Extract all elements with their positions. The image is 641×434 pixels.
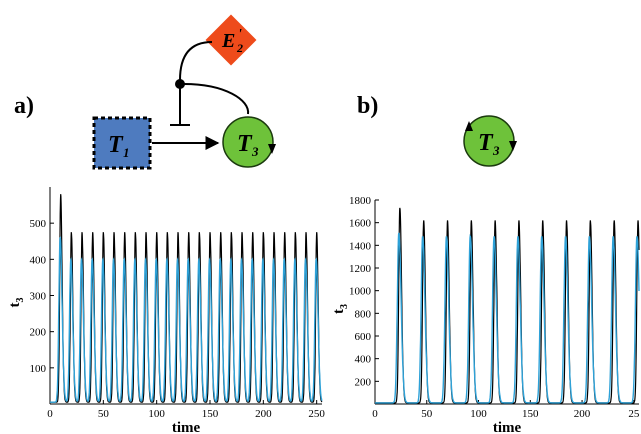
t3-node-a: T 3 bbox=[222, 116, 276, 168]
y-tick-label: 400 bbox=[30, 254, 47, 266]
panel-a-diagram: a) E 2 ' T 1 T 3 bbox=[14, 14, 276, 170]
t3-b-cycle-arrow-right-icon bbox=[509, 141, 517, 151]
series-blue-line bbox=[50, 236, 323, 403]
t1-node: T 1 bbox=[92, 116, 152, 170]
x-tick-label: 0 bbox=[47, 408, 53, 420]
y-tick-label: 1400 bbox=[349, 240, 372, 252]
x-tick-label: 200 bbox=[255, 408, 272, 420]
y-tick-label: 1600 bbox=[349, 218, 372, 230]
y-tick-label: 200 bbox=[355, 376, 372, 388]
x-axis-title: time bbox=[172, 420, 201, 434]
x-tick-label: 150 bbox=[522, 408, 539, 420]
series-blue-line bbox=[375, 232, 640, 404]
e2-to-junction-edge bbox=[179, 41, 213, 81]
e2-node-sup: ' bbox=[238, 27, 242, 42]
y-tick-label: 1000 bbox=[349, 286, 372, 298]
y-tick-label: 1800 bbox=[349, 195, 372, 207]
panel-a-label: a) bbox=[14, 93, 34, 119]
x-tick-label: 150 bbox=[202, 408, 219, 420]
t3-b-cycle-arrow-left-icon bbox=[465, 121, 473, 131]
x-tick-label: 50 bbox=[421, 408, 433, 420]
t3-cycle-arrow-icon bbox=[268, 144, 276, 154]
t3-node-a-main: T bbox=[237, 131, 253, 157]
x-tick-label: 200 bbox=[574, 408, 591, 420]
y-axis-title: t3 bbox=[331, 304, 350, 314]
y-tick-label: 200 bbox=[30, 327, 47, 339]
t1-node-main: T bbox=[108, 132, 124, 158]
t1-chip-shape bbox=[92, 116, 152, 170]
x-axis-title: time bbox=[493, 420, 522, 434]
chart-a: 100 200 300 400 500 0 50 100 150 200 250 time t3 bbox=[7, 187, 325, 434]
y-tick-label: 300 bbox=[30, 291, 47, 303]
series-black-line bbox=[375, 207, 640, 404]
junction-to-t3-edge bbox=[183, 83, 250, 115]
y-tick-label: 500 bbox=[30, 218, 47, 230]
x-tick-label: 0 bbox=[372, 408, 378, 420]
t3-node-b: T 3 bbox=[463, 115, 517, 167]
t3-node-a-sub: 3 bbox=[251, 144, 259, 159]
x-tick-label: 100 bbox=[148, 408, 165, 420]
y-tick-label: 600 bbox=[355, 331, 372, 343]
t3-node-b-sub: 3 bbox=[492, 143, 500, 158]
x-tick-label: 100 bbox=[470, 408, 487, 420]
y-tick-label: 100 bbox=[30, 363, 47, 375]
e2-node-sub: 2 bbox=[236, 41, 243, 55]
panel-b-label: b) bbox=[357, 93, 378, 119]
e2-node: E 2 ' bbox=[205, 14, 257, 66]
x-tick-label: 50 bbox=[98, 408, 110, 420]
t1-node-sub: 1 bbox=[123, 145, 130, 160]
t3-node-b-main: T bbox=[478, 130, 494, 156]
y-axis-title: t3 bbox=[7, 298, 26, 308]
x-tick-label: 25 bbox=[628, 408, 640, 420]
chart-b: 200 400 600 800 1000 1200 1400 1600 1800 0 50 100 15… bbox=[331, 195, 640, 434]
y-tick-label: 1200 bbox=[349, 263, 372, 275]
t3-circle-shape bbox=[222, 116, 274, 168]
e2-node-main: E bbox=[221, 30, 235, 52]
e2-diamond-shape bbox=[205, 14, 257, 66]
panel-b-diagram: b) T 3 bbox=[357, 93, 517, 167]
x-tick-label: 250 bbox=[308, 408, 325, 420]
y-tick-label: 800 bbox=[355, 308, 372, 320]
y-tick-label: 400 bbox=[355, 354, 372, 366]
